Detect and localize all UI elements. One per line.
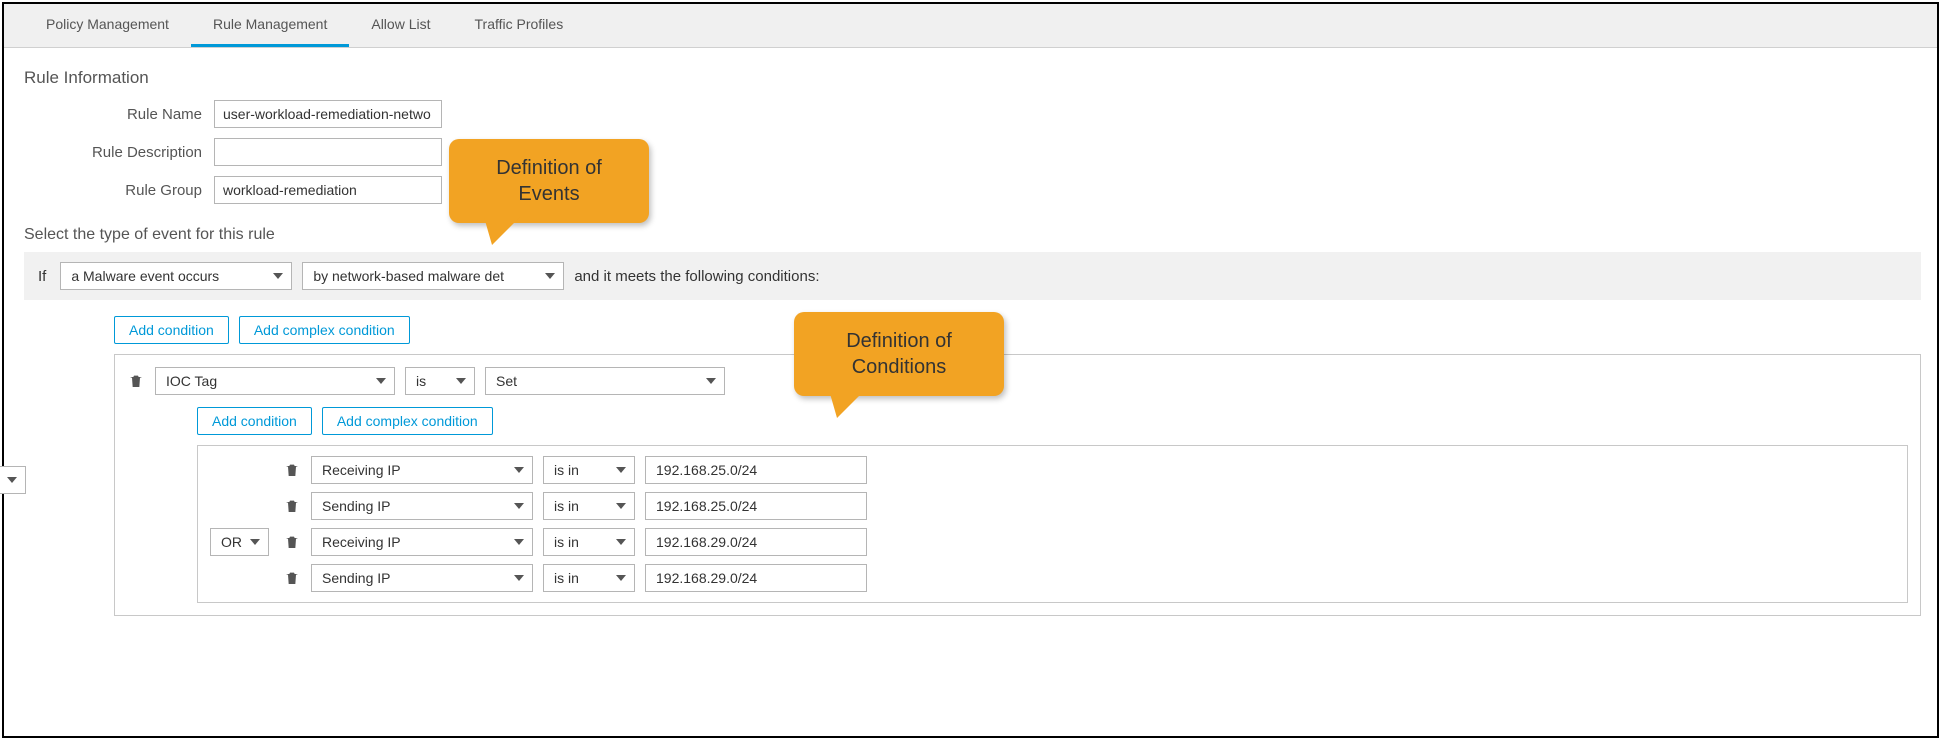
select-condition-value-text: Set [496, 373, 517, 389]
tab-policy-management[interactable]: Policy Management [24, 4, 191, 47]
select-subcondition-field-value: Receiving IP [322, 534, 401, 550]
add-condition-button-inner[interactable]: Add condition [197, 407, 312, 435]
add-complex-condition-button[interactable]: Add complex condition [239, 316, 410, 344]
select-subcondition-field-value: Sending IP [322, 498, 391, 514]
callout-events: Definition of Events [449, 139, 649, 223]
select-condition-operator-value: is [416, 373, 426, 389]
label-rule-name: Rule Name [24, 106, 214, 123]
chevron-down-icon [376, 378, 386, 384]
select-subcondition-field[interactable]: Receiving IP [311, 456, 533, 484]
outer-logic-selector[interactable]: AND [0, 466, 26, 494]
tab-allow-list[interactable]: Allow List [349, 4, 452, 47]
select-condition-field[interactable]: IOC Tag [155, 367, 395, 395]
input-subcondition-value[interactable] [645, 456, 867, 484]
sub-condition-group: OR Receiving IPis inSending IPis inRecei… [197, 445, 1908, 603]
inner-logic-value: OR [221, 534, 242, 550]
add-condition-button[interactable]: Add condition [114, 316, 229, 344]
label-rule-group: Rule Group [24, 182, 214, 199]
condition-group: IOC Tag is Set Add condition [114, 354, 1921, 616]
chevron-down-icon [273, 273, 283, 279]
select-event-subtype[interactable]: by network-based malware det [302, 262, 564, 290]
chevron-down-icon [514, 503, 524, 509]
select-subcondition-operator-value: is in [554, 570, 579, 586]
event-bar: If a Malware event occurs by network-bas… [24, 252, 1921, 300]
sub-condition-row: Receiving IP is in [283, 528, 1895, 556]
select-subcondition-operator[interactable]: is in [543, 564, 635, 592]
input-subcondition-value[interactable] [645, 564, 867, 592]
input-subcondition-value[interactable] [645, 528, 867, 556]
trash-icon[interactable] [283, 533, 301, 551]
trash-icon[interactable] [127, 372, 145, 390]
select-subcondition-operator[interactable]: is in [543, 456, 635, 484]
callout-conditions-text: Definition of Conditions [846, 330, 952, 378]
select-condition-value[interactable]: Set [485, 367, 725, 395]
sub-condition-row: Sending IP is in [283, 564, 1895, 592]
inner-logic-selector[interactable]: OR [210, 528, 269, 556]
chevron-down-icon [616, 539, 626, 545]
select-event-subtype-value: by network-based malware det [313, 268, 504, 284]
chevron-down-icon [616, 503, 626, 509]
section-title-rule-info: Rule Information [24, 68, 1921, 88]
select-condition-operator[interactable]: is [405, 367, 475, 395]
chevron-down-icon [250, 539, 260, 545]
select-subcondition-operator[interactable]: is in [543, 492, 635, 520]
select-subcondition-field[interactable]: Sending IP [311, 492, 533, 520]
select-condition-field-value: IOC Tag [166, 373, 217, 389]
chevron-down-icon [7, 477, 17, 483]
sub-condition-row: Sending IP is in [283, 492, 1895, 520]
tab-bar: Policy Management Rule Management Allow … [4, 4, 1937, 48]
sub-condition-row: Receiving IP is in [283, 456, 1895, 484]
chevron-down-icon [514, 467, 524, 473]
add-complex-condition-button-inner[interactable]: Add complex condition [322, 407, 493, 435]
chevron-down-icon [514, 539, 524, 545]
trash-icon[interactable] [283, 461, 301, 479]
input-rule-description[interactable] [214, 138, 442, 166]
select-subcondition-field[interactable]: Sending IP [311, 564, 533, 592]
select-event-type-value: a Malware event occurs [71, 268, 219, 284]
chevron-down-icon [456, 378, 466, 384]
input-rule-name[interactable] [214, 100, 442, 128]
input-subcondition-value[interactable] [645, 492, 867, 520]
event-suffix-text: and it meets the following conditions: [574, 268, 819, 285]
select-subcondition-operator-value: is in [554, 534, 579, 550]
select-subcondition-field-value: Sending IP [322, 570, 391, 586]
select-subcondition-operator[interactable]: is in [543, 528, 635, 556]
label-rule-description: Rule Description [24, 144, 214, 161]
chevron-down-icon [514, 575, 524, 581]
tab-traffic-profiles[interactable]: Traffic Profiles [453, 4, 586, 47]
if-label: If [38, 268, 46, 285]
chevron-down-icon [616, 575, 626, 581]
section-title-event-type: Select the type of event for this rule [24, 226, 1921, 244]
select-subcondition-operator-value: is in [554, 462, 579, 478]
trash-icon[interactable] [283, 569, 301, 587]
select-subcondition-field[interactable]: Receiving IP [311, 528, 533, 556]
chevron-down-icon [545, 273, 555, 279]
select-event-type[interactable]: a Malware event occurs [60, 262, 292, 290]
select-subcondition-operator-value: is in [554, 498, 579, 514]
callout-conditions: Definition of Conditions [794, 312, 1004, 396]
chevron-down-icon [616, 467, 626, 473]
trash-icon[interactable] [283, 497, 301, 515]
select-subcondition-field-value: Receiving IP [322, 462, 401, 478]
callout-events-text: Definition of Events [496, 157, 602, 205]
tab-rule-management[interactable]: Rule Management [191, 4, 349, 47]
chevron-down-icon [706, 378, 716, 384]
input-rule-group[interactable] [214, 176, 442, 204]
